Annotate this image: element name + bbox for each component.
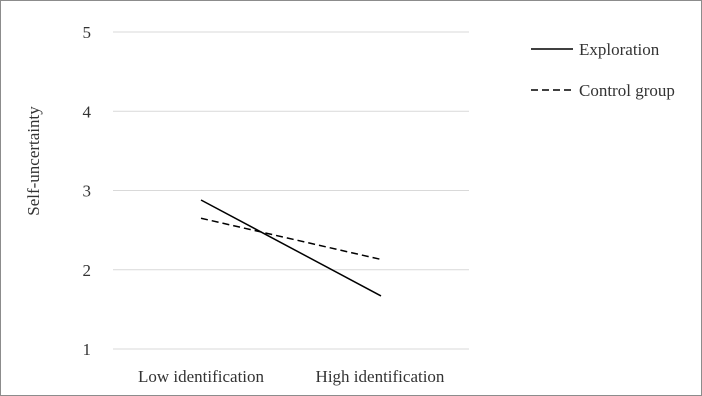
x-tick-labels: Low identification High identification: [138, 367, 445, 386]
y-tick-label: 2: [83, 261, 92, 280]
y-tick-label: 3: [83, 182, 92, 201]
series-lines: [200, 199, 382, 297]
y-tick-labels: 1 2 3 4 5: [83, 23, 92, 359]
legend-label: Control group: [579, 81, 675, 100]
x-tick-label: Low identification: [138, 367, 265, 386]
gridlines: [113, 31, 469, 350]
series-line-exploration: [200, 199, 382, 297]
y-tick-label: 4: [83, 102, 92, 121]
legend: Exploration Control group: [531, 40, 675, 100]
legend-label: Exploration: [579, 40, 660, 59]
series-line-control-group: [200, 217, 382, 261]
x-tick-label: High identification: [316, 367, 445, 386]
y-tick-label: 1: [83, 340, 92, 359]
y-axis-title: Self-uncertainty: [24, 106, 43, 216]
y-tick-label: 5: [83, 23, 92, 42]
